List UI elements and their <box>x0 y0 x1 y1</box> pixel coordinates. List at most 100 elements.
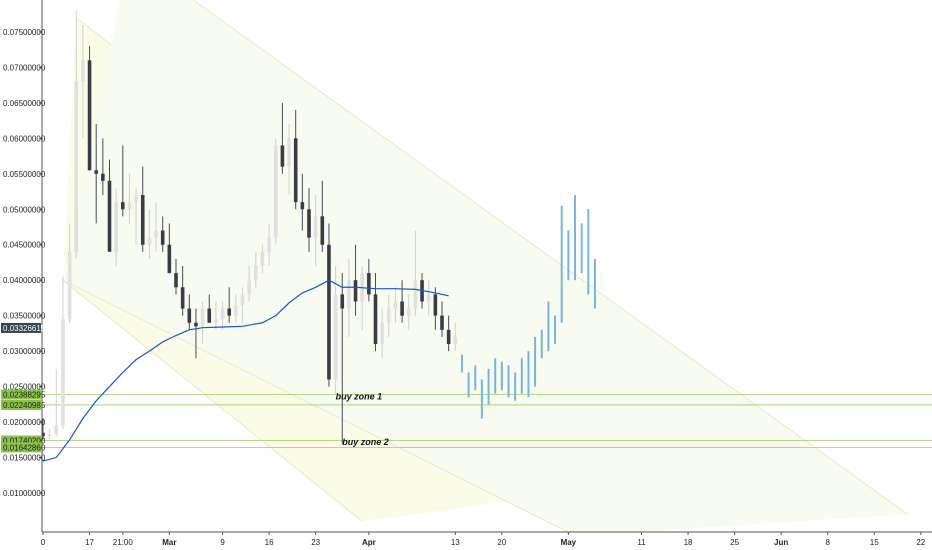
candle-body-21 <box>180 287 185 309</box>
annotation-layer: buy zone 1 buy zone 2 <box>336 391 389 446</box>
candle-body-26 <box>214 319 218 323</box>
x-tick-label-13: 25 <box>730 538 739 547</box>
channel-fill-1 <box>62 0 908 536</box>
y-tick-label-7: 0.04000000 <box>3 276 46 285</box>
y-tick-label-6: 0.04500000 <box>3 241 46 250</box>
y-tick-label-12: 0.01500000 <box>3 454 46 463</box>
candle-body-42 <box>320 216 325 245</box>
candle-body-19 <box>167 244 172 274</box>
current-price-badge <box>1 322 41 333</box>
x-tick-label-5: 16 <box>265 538 274 547</box>
candle-body-47 <box>353 280 358 302</box>
x-tick-label-15: 8 <box>825 538 830 547</box>
price-level-badge-0 <box>1 389 41 400</box>
x-tick-label-6: 23 <box>311 538 320 547</box>
y-tick-label-13: 0.01000000 <box>3 489 46 498</box>
y-tick-label-0: 0.07500000 <box>3 28 46 37</box>
candle-body-34 <box>267 237 271 252</box>
candle-body-45 <box>340 294 345 309</box>
candle-body-0 <box>41 432 45 437</box>
candle-body-46 <box>347 280 351 309</box>
candle-body-15 <box>140 195 145 245</box>
x-tick-label-2: 21:00 <box>113 538 134 547</box>
candle-body-9 <box>101 173 105 181</box>
x-tick-label-11: 11 <box>637 538 646 547</box>
channel-lower-line-1 <box>62 279 576 536</box>
candle-body-2 <box>54 425 59 435</box>
y-tick-label-3: 0.06000000 <box>3 134 46 143</box>
candle-body-24 <box>200 308 205 327</box>
candle-body-37 <box>287 138 291 167</box>
y-tick-label-5: 0.05000000 <box>3 205 46 214</box>
candle-body-1 <box>47 434 52 437</box>
candle-body-20 <box>174 273 178 288</box>
x-tick-label-4: 9 <box>220 538 225 547</box>
candle-body-30 <box>240 294 245 306</box>
y-axis[interactable]: 0.07500000 0.07000000 0.06500000 0.06000000… <box>0 0 46 550</box>
candle-body-49 <box>367 273 371 295</box>
candle-body-62 <box>453 336 458 345</box>
candle-body-22 <box>187 308 192 323</box>
candle-body-31 <box>247 280 251 295</box>
candle-body-12 <box>121 202 125 210</box>
candle-body-41 <box>313 216 318 238</box>
candle-body-39 <box>300 202 305 210</box>
x-tick-label-8: 13 <box>451 538 460 547</box>
candle-body-29 <box>234 305 238 316</box>
candle-body-35 <box>273 145 278 238</box>
candle-body-51 <box>380 322 384 345</box>
candle-body-52 <box>387 308 391 323</box>
candle-body-50 <box>373 294 378 345</box>
price-level-badge-1 <box>1 399 41 410</box>
x-tick-label-9: 20 <box>497 538 506 547</box>
y-tick-label-11: 0.02000000 <box>3 418 46 427</box>
candle-body-55 <box>406 308 411 316</box>
y-axis-background <box>0 0 42 550</box>
x-tick-label-1: 17 <box>85 538 94 547</box>
price-level-badge-3 <box>1 442 41 453</box>
candle-body-44 <box>333 294 338 380</box>
annotation-0: buy zone 1 <box>336 391 383 401</box>
y-tick-label-2: 0.06500000 <box>3 99 46 108</box>
y-tick-label-4: 0.05500000 <box>3 170 46 179</box>
price-level-label-0: 0.02388295 <box>3 391 46 400</box>
x-axis-background <box>42 532 932 550</box>
candle-body-33 <box>260 251 265 266</box>
candle-body-10 <box>107 180 112 252</box>
channel-lower-line-0 <box>62 279 363 522</box>
candle-body-14 <box>134 195 138 203</box>
candle-body-5 <box>74 81 79 252</box>
candle-body-4 <box>67 251 72 320</box>
price-level-layer <box>42 394 932 448</box>
candle-body-56 <box>413 280 418 309</box>
x-tick-label-0: 0 <box>41 538 46 547</box>
x-tick-label-10: May <box>561 538 577 547</box>
current-price-label: 0.03326615 <box>3 324 46 333</box>
channel-layer <box>62 0 908 536</box>
y-tick-label-8: 0.03500000 <box>3 312 46 321</box>
candle-body-11 <box>114 202 118 252</box>
x-tick-label-16: 15 <box>870 538 879 547</box>
candle-body-25 <box>207 308 212 323</box>
x-tick-label-14: Jun <box>774 538 788 547</box>
moving-average-layer <box>42 279 449 462</box>
candle-body-17 <box>154 230 158 238</box>
candle-body-23 <box>194 322 198 327</box>
candle-body-40 <box>307 209 311 238</box>
y-tick-label-10: 0.02500000 <box>3 383 46 392</box>
candle-body-7 <box>87 60 92 171</box>
x-tick-label-7: Apr <box>362 538 376 547</box>
candle-body-28 <box>227 308 231 316</box>
candle-body-18 <box>160 230 165 245</box>
price-level-label-3: 0.01642860 <box>3 443 46 452</box>
candle-body-59 <box>433 294 438 316</box>
candle-body-6 <box>81 60 85 82</box>
price-level-label-1: 0.02240985 <box>3 401 46 410</box>
moving-average-line <box>42 279 449 462</box>
x-axis[interactable]: 0 17 21:00 Mar 9 16 23 Apr 13 20 May 11 18 25 Jun 8 15 22 <box>41 531 932 550</box>
x-tick-label-17: 22 <box>916 538 925 547</box>
x-tick-label-3: Mar <box>162 538 176 547</box>
candle-body-61 <box>446 329 451 345</box>
annotation-1: buy zone 2 <box>342 437 389 447</box>
